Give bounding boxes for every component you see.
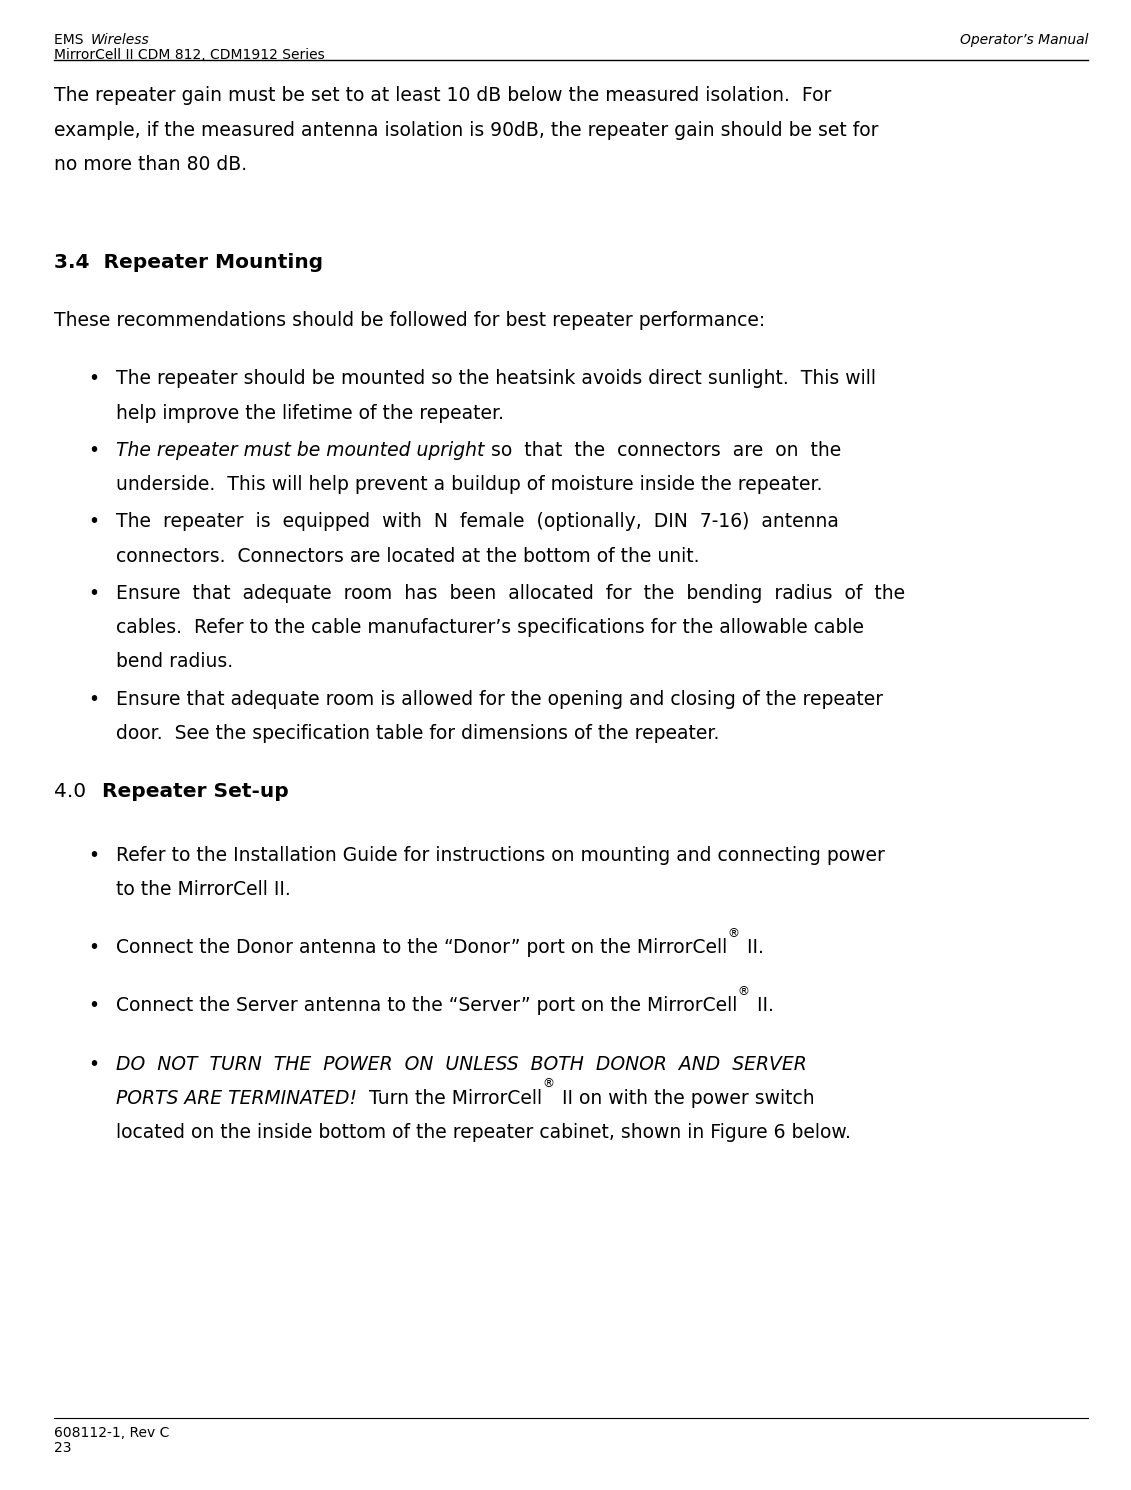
Text: located on the inside bottom of the repeater cabinet, shown in Figure 6 below.: located on the inside bottom of the repe… <box>116 1123 852 1143</box>
Text: underside.  This will help prevent a buildup of moisture inside the repeater.: underside. This will help prevent a buil… <box>116 475 823 495</box>
Text: cables.  Refer to the cable manufacturer’s specifications for the allowable cabl: cables. Refer to the cable manufacturer’… <box>116 618 864 638</box>
Text: •: • <box>88 441 100 460</box>
Text: 23: 23 <box>54 1441 71 1454</box>
Text: The repeater gain must be set to at least 10 dB below the measured isolation.  F: The repeater gain must be set to at leas… <box>54 86 831 106</box>
Text: Ensure  that  adequate  room  has  been  allocated  for  the  bending  radius  o: Ensure that adequate room has been alloc… <box>116 584 906 603</box>
Text: no more than 80 dB.: no more than 80 dB. <box>54 155 248 174</box>
Text: •: • <box>88 997 100 1015</box>
Text: 608112-1, Rev C: 608112-1, Rev C <box>54 1426 170 1439</box>
Text: ®: ® <box>727 927 740 940</box>
Text: •: • <box>88 690 100 709</box>
Text: 3.4  Repeater Mounting: 3.4 Repeater Mounting <box>54 253 323 273</box>
Text: II.: II. <box>751 997 775 1015</box>
Text: •: • <box>88 1055 100 1073</box>
Text: 4.0: 4.0 <box>54 782 86 802</box>
Text: ®: ® <box>543 1077 554 1091</box>
Text: The repeater should be mounted so the heatsink avoids direct sunlight.  This wil: The repeater should be mounted so the he… <box>116 370 877 389</box>
Text: Connect the Donor antenna to the “Donor” port on the MirrorCell: Connect the Donor antenna to the “Donor”… <box>116 939 727 957</box>
Text: connectors.  Connectors are located at the bottom of the unit.: connectors. Connectors are located at th… <box>116 547 700 566</box>
Text: DO  NOT  TURN  THE  POWER  ON  UNLESS  BOTH  DONOR  AND  SERVER: DO NOT TURN THE POWER ON UNLESS BOTH DON… <box>116 1055 808 1073</box>
Text: •: • <box>88 846 100 864</box>
Text: The repeater must be mounted upright: The repeater must be mounted upright <box>116 441 485 460</box>
Text: These recommendations should be followed for best repeater performance:: These recommendations should be followed… <box>54 311 766 331</box>
Text: EMS: EMS <box>54 33 88 46</box>
Text: MirrorCell II CDM 812, CDM1912 Series: MirrorCell II CDM 812, CDM1912 Series <box>54 48 325 61</box>
Text: PORTS ARE TERMINATED!: PORTS ARE TERMINATED! <box>116 1089 370 1109</box>
Text: •: • <box>88 584 100 603</box>
Text: Wireless: Wireless <box>90 33 149 46</box>
Text: Ensure that adequate room is allowed for the opening and closing of the repeater: Ensure that adequate room is allowed for… <box>116 690 883 709</box>
Text: II on with the power switch: II on with the power switch <box>556 1089 814 1109</box>
Text: example, if the measured antenna isolation is 90dB, the repeater gain should be : example, if the measured antenna isolati… <box>54 121 879 140</box>
Text: Connect the Server antenna to the “Server” port on the MirrorCell: Connect the Server antenna to the “Serve… <box>116 997 737 1015</box>
Text: to the MirrorCell II.: to the MirrorCell II. <box>116 881 292 898</box>
Text: •: • <box>88 370 100 389</box>
Text: help improve the lifetime of the repeater.: help improve the lifetime of the repeate… <box>116 404 504 423</box>
Text: ®: ® <box>737 985 750 998</box>
Text: •: • <box>88 513 100 532</box>
Text: II.: II. <box>741 939 765 957</box>
Text: Repeater Set-up: Repeater Set-up <box>102 782 288 802</box>
Text: so  that  the  connectors  are  on  the: so that the connectors are on the <box>485 441 841 460</box>
Text: •: • <box>88 939 100 957</box>
Text: Operator’s Manual: Operator’s Manual <box>959 33 1088 46</box>
Text: Turn the MirrorCell: Turn the MirrorCell <box>370 1089 543 1109</box>
Text: bend radius.: bend radius. <box>116 653 234 672</box>
Text: door.  See the specification table for dimensions of the repeater.: door. See the specification table for di… <box>116 724 719 744</box>
Text: The  repeater  is  equipped  with  N  female  (optionally,  DIN  7-16)  antenna: The repeater is equipped with N female (… <box>116 513 839 532</box>
Text: Refer to the Installation Guide for instructions on mounting and connecting powe: Refer to the Installation Guide for inst… <box>116 846 886 864</box>
